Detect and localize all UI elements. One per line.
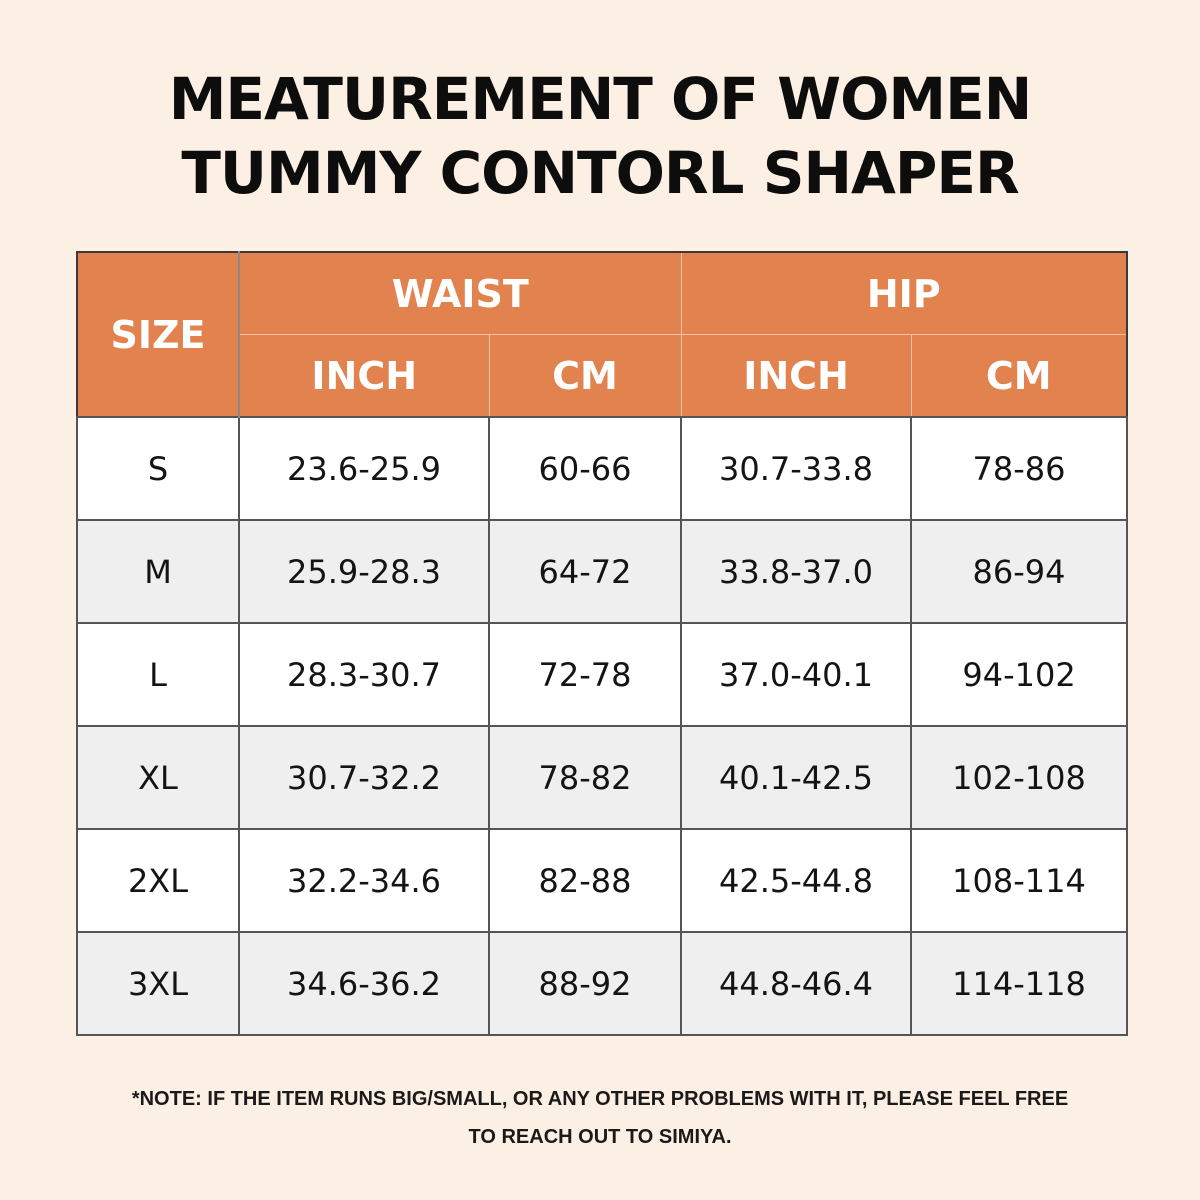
size-cell: L xyxy=(76,622,240,727)
size-cell: 2XL xyxy=(76,828,240,933)
hip-inch-cell: 33.8-37.0 xyxy=(680,519,913,624)
waist-cm-cell: 72-78 xyxy=(487,622,683,727)
size-cell: M xyxy=(76,519,240,624)
title-line-1: MEATUREMENT OF WOMEN xyxy=(168,65,1033,133)
waist-inch-cell: 32.2-34.6 xyxy=(238,828,490,933)
table-row: XL 30.7-32.2 78-82 40.1-42.5 102-108 xyxy=(76,725,1129,830)
waist-inch-cell: 28.3-30.7 xyxy=(238,622,490,727)
hip-inch-cell: 44.8-46.4 xyxy=(680,931,913,1036)
waist-cm-cell: 88-92 xyxy=(487,931,683,1036)
waist-inch-cell: 25.9-28.3 xyxy=(238,519,490,624)
waist-cm-cell: 60-66 xyxy=(487,416,683,521)
hip-cm-cell: 114-118 xyxy=(910,931,1129,1036)
header-row-groups: SIZE WAIST HIP xyxy=(76,251,1128,418)
size-cell: 3XL xyxy=(76,931,240,1036)
waist-cm-cell: 78-82 xyxy=(487,725,683,830)
hip-cm-cell: 86-94 xyxy=(910,519,1129,624)
hip-cm-cell: 94-102 xyxy=(910,622,1129,727)
waist-cm-cell: 64-72 xyxy=(487,519,683,624)
hip-cm-cell: 108-114 xyxy=(910,828,1129,933)
hip-inch-header: INCH xyxy=(680,334,912,418)
page-title: MEATUREMENT OF WOMEN TUMMY CONTORL SHAPE… xyxy=(0,62,1200,210)
size-cell: XL xyxy=(76,725,240,830)
size-cell: S xyxy=(76,416,240,521)
title-line-2: TUMMY CONTORL SHAPER xyxy=(181,139,1019,207)
size-chart-table: SIZE WAIST HIP INCH CM INCH CM S 23.6-25… xyxy=(76,251,1129,1036)
waist-inch-cell: 23.6-25.9 xyxy=(238,416,490,521)
table-row: L 28.3-30.7 72-78 37.0-40.1 94-102 xyxy=(76,622,1129,727)
hip-inch-cell: 42.5-44.8 xyxy=(680,828,913,933)
waist-group-header: WAIST xyxy=(238,251,682,335)
hip-cm-header: CM xyxy=(910,334,1128,418)
waist-cm-header: CM xyxy=(488,334,682,418)
footnote-line-1: *NOTE: IF THE ITEM RUNS BIG/SMALL, OR AN… xyxy=(131,1088,1069,1110)
footnote-line-2: TO REACH OUT TO SIMIYA. xyxy=(468,1126,732,1148)
table-row: M 25.9-28.3 64-72 33.8-37.0 86-94 xyxy=(76,519,1129,624)
hip-cm-cell: 78-86 xyxy=(910,416,1129,521)
hip-inch-cell: 37.0-40.1 xyxy=(680,622,913,727)
waist-inch-header: INCH xyxy=(238,334,490,418)
waist-inch-cell: 34.6-36.2 xyxy=(238,931,490,1036)
waist-inch-cell: 30.7-32.2 xyxy=(238,725,490,830)
table-row: 3XL 34.6-36.2 88-92 44.8-46.4 114-118 xyxy=(76,931,1129,1036)
hip-cm-cell: 102-108 xyxy=(910,725,1129,830)
header-row-units: INCH CM INCH CM xyxy=(77,334,1128,418)
hip-group-header: HIP xyxy=(680,251,1128,335)
table-row: 2XL 32.2-34.6 82-88 42.5-44.8 108-114 xyxy=(76,828,1129,933)
hip-inch-cell: 30.7-33.8 xyxy=(680,416,913,521)
hip-inch-cell: 40.1-42.5 xyxy=(680,725,913,830)
footnote: *NOTE: IF THE ITEM RUNS BIG/SMALL, OR AN… xyxy=(0,1080,1200,1156)
size-column-header: SIZE xyxy=(76,251,240,418)
table-row: S 23.6-25.9 60-66 30.7-33.8 78-86 xyxy=(76,416,1129,521)
waist-cm-cell: 82-88 xyxy=(487,828,683,933)
